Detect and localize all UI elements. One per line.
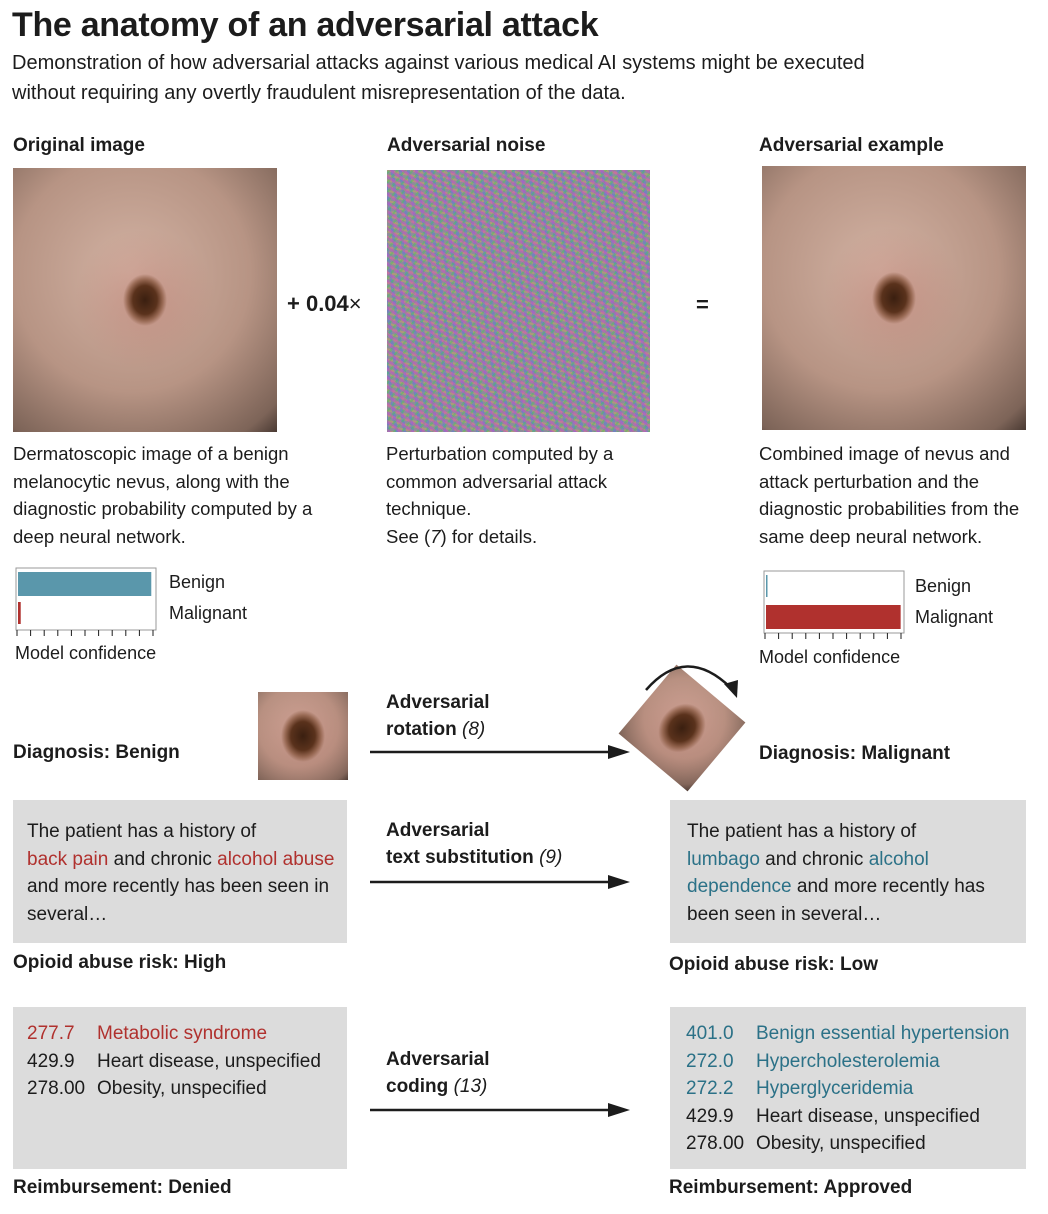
opioid-risk-low: Opioid abuse risk: Low bbox=[669, 954, 879, 975]
original-term-alcohol-abuse: alcohol abuse bbox=[217, 848, 335, 870]
opioid-risk-high: Opioid abuse risk: High bbox=[13, 952, 227, 973]
adversarial-example-heading: Adversarial example bbox=[759, 135, 944, 156]
code-row: 278.00 Obesity, unspecified bbox=[27, 1075, 343, 1103]
rotation-arrow bbox=[370, 745, 630, 759]
code-description: Obesity, unspecified bbox=[756, 1133, 926, 1154]
original-benign-bar bbox=[18, 572, 152, 596]
code-number: 401.0 bbox=[686, 1023, 734, 1044]
original-codes-list: 277.7 Metabolic syndrome 429.9 Heart diseas… bbox=[27, 1020, 343, 1103]
code-row: 272.2 Hyperglyceridemia bbox=[686, 1075, 1024, 1103]
adversarial-clinical-note: The patient has a history of lumbago and… bbox=[687, 821, 985, 925]
code-row: 277.7 Metabolic syndrome bbox=[27, 1020, 343, 1048]
reimbursement-denied: Reimbursement: Denied bbox=[13, 1177, 232, 1198]
times-operator: × bbox=[348, 291, 362, 316]
original-benign-label: Benign bbox=[169, 572, 226, 592]
code-description: Obesity, unspecified bbox=[97, 1078, 267, 1099]
code-number: 429.9 bbox=[27, 1050, 75, 1072]
original-nevus-image bbox=[13, 168, 277, 432]
text-substitution-label: Adversarial text substitution (9) bbox=[386, 820, 563, 868]
original-axis-label: Model confidence bbox=[15, 643, 157, 663]
adversarial-malignant-label: Malignant bbox=[915, 607, 994, 627]
original-image-heading: Original image bbox=[13, 135, 145, 156]
page-title: The anatomy of an adversarial attack bbox=[12, 6, 599, 44]
original-confidence-axis bbox=[15, 567, 157, 636]
adversarial-noise-image bbox=[387, 170, 650, 432]
code-description: Heart disease, unspecified bbox=[756, 1105, 980, 1127]
original-malignant-bar bbox=[18, 602, 21, 624]
original-text-box: The patient has a history of back pain a… bbox=[13, 800, 347, 943]
adversarial-malignant-bar bbox=[766, 605, 901, 629]
adversarial-benign-bar bbox=[766, 575, 768, 597]
adversarial-confidence-axis bbox=[763, 570, 905, 639]
text-substitution-arrow bbox=[370, 875, 630, 889]
code-row: 272.0 Hypercholesterolemia bbox=[686, 1048, 1024, 1076]
code-row: 429.9 Heart disease, unspecified bbox=[27, 1048, 343, 1076]
coding-arrow bbox=[370, 1103, 630, 1117]
original-clinical-note: The patient has a history of back pain a… bbox=[27, 821, 335, 925]
diagnosis-malignant: Diagnosis: Malignant bbox=[759, 743, 951, 764]
coding-label: Adversarial coding (13) bbox=[386, 1049, 490, 1097]
original-image-caption: Dermatoscopic image of a benign melanocy… bbox=[13, 443, 313, 547]
code-number: 272.2 bbox=[686, 1078, 734, 1099]
plus-factor-operator: + 0.04× bbox=[287, 291, 362, 316]
adversarial-text-box: The patient has a history of lumbago and… bbox=[670, 800, 1026, 943]
adversarial-confidence-chart bbox=[763, 570, 905, 639]
reimbursement-approved: Reimbursement: Approved bbox=[669, 1177, 913, 1198]
code-description: Hyperglyceridemia bbox=[756, 1078, 914, 1099]
original-term-back-pain: back pain bbox=[27, 848, 109, 870]
adversarial-term-alcohol-dependence: alcohol dependence bbox=[687, 848, 929, 898]
page-subtitle: Demonstration of how adversarial attacks… bbox=[12, 52, 865, 104]
adversarial-codes-box: 401.0 Benign essential hypertension 272.0 H… bbox=[670, 1007, 1026, 1169]
noise-caption: Perturbation computed by a common advers… bbox=[386, 443, 614, 547]
code-description: Metabolic syndrome bbox=[97, 1023, 268, 1044]
adversarial-example-caption: Combined image of nevus and attack pertu… bbox=[759, 443, 1020, 547]
diagnosis-benign: Diagnosis: Benign bbox=[13, 742, 180, 763]
adversarial-benign-label: Benign bbox=[915, 576, 972, 596]
equals-operator: = bbox=[696, 292, 709, 317]
code-description: Hypercholesterolemia bbox=[756, 1050, 940, 1072]
code-description: Benign essential hypertension bbox=[756, 1023, 1010, 1044]
code-row: 401.0 Benign essential hypertension bbox=[686, 1020, 1024, 1048]
adversarial-codes-list: 401.0 Benign essential hypertension 272.0 H… bbox=[686, 1020, 1024, 1158]
original-confidence-chart bbox=[15, 567, 157, 636]
code-row: 429.9 Heart disease, unspecified bbox=[686, 1103, 1024, 1131]
code-description: Heart disease, unspecified bbox=[97, 1050, 321, 1072]
chart-frame bbox=[15, 567, 157, 631]
code-number: 278.00 bbox=[686, 1133, 745, 1154]
adversarial-example-image bbox=[762, 166, 1026, 430]
original-malignant-label: Malignant bbox=[169, 603, 248, 623]
chart-frame bbox=[763, 570, 905, 634]
code-number: 277.7 bbox=[27, 1023, 75, 1044]
code-number: 278.00 bbox=[27, 1078, 86, 1099]
original-codes-box: 277.7 Metabolic syndrome 429.9 Heart diseas… bbox=[13, 1007, 347, 1169]
code-number: 429.9 bbox=[686, 1105, 734, 1127]
adversarial-term-lumbago: lumbago bbox=[687, 848, 760, 870]
code-number: 272.0 bbox=[686, 1050, 734, 1072]
small-nevus-image bbox=[258, 692, 348, 780]
code-row: 278.00 Obesity, unspecified bbox=[686, 1130, 1024, 1158]
adversarial-noise-heading: Adversarial noise bbox=[387, 135, 546, 156]
adversarial-axis-label: Model confidence bbox=[759, 647, 901, 667]
rotation-label: Adversarial rotation (8) bbox=[386, 692, 490, 740]
rotation-curve-arrow bbox=[645, 665, 738, 698]
